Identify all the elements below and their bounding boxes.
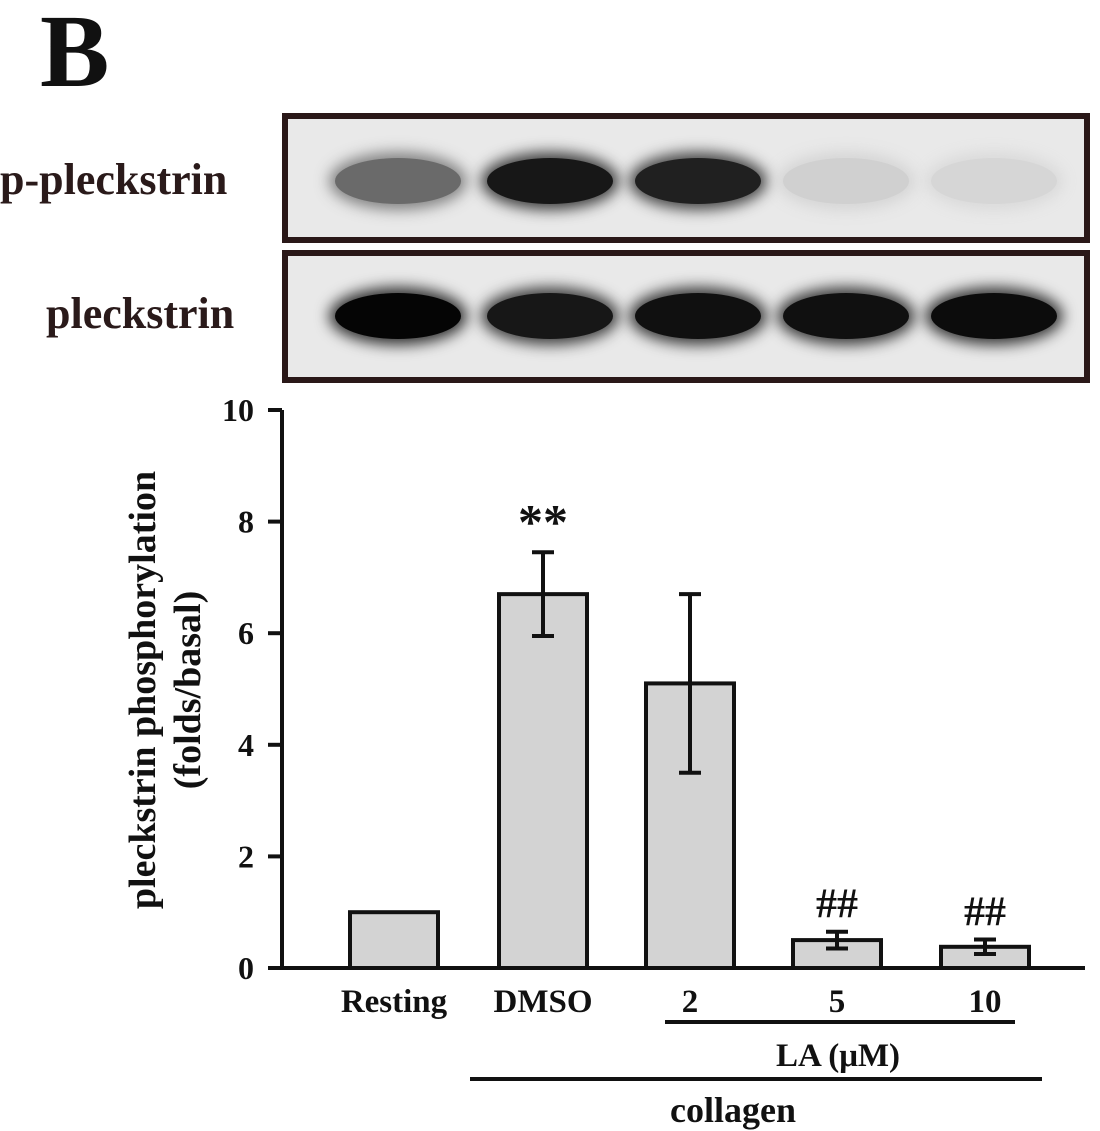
y-tick-label: 4 — [238, 727, 254, 763]
blot-band — [487, 158, 613, 204]
panel-letter: B — [40, 0, 110, 109]
x-tick-label: DMSO — [494, 984, 593, 1020]
blot-label-pleckstrin: pleckstrin — [46, 289, 235, 338]
la-group-label: LA (μM) — [776, 1038, 900, 1074]
blot-band — [335, 293, 461, 339]
x-tick-label: 2 — [682, 984, 699, 1020]
blot-label-p-pleckstrin: p-pleckstrin — [0, 155, 228, 204]
blot-p-pleckstrin — [282, 113, 1090, 243]
y-axis-label-line2: (folds/basal) — [167, 591, 209, 789]
x-tick-label: 10 — [969, 984, 1002, 1020]
y-axis-label-line1: pleckstrin phosphorylation — [122, 471, 164, 909]
blot-band — [335, 158, 461, 204]
blot-band — [487, 293, 613, 339]
group-labels: LA (μM) collagen — [470, 1020, 1042, 1130]
x-tick-labels: Resting DMSO 2 5 10 — [341, 984, 1002, 1020]
bar — [348, 910, 440, 971]
significance-label: ## — [964, 890, 1006, 936]
bar — [497, 592, 589, 970]
y-tick-label: 6 — [238, 615, 254, 651]
blot-band — [635, 158, 761, 204]
significance-label: ** — [518, 493, 568, 549]
blot-band — [635, 293, 761, 339]
y-axis-label: pleckstrin phosphorylation (folds/basal) — [122, 471, 209, 909]
x-tick-label: Resting — [341, 984, 448, 1020]
blot-band — [931, 158, 1057, 204]
bars: ** ## ## — [348, 493, 1031, 971]
x-tick-label: 5 — [829, 984, 846, 1020]
y-tick-label: 8 — [238, 504, 254, 540]
significance-label: ## — [816, 882, 858, 928]
y-tick-label: 10 — [222, 392, 254, 428]
blot-band — [931, 293, 1057, 339]
blot-band — [783, 158, 909, 204]
blot-pleckstrin — [282, 250, 1090, 383]
y-tick-label: 0 — [238, 950, 254, 986]
blot-band — [783, 293, 909, 339]
collagen-group-label: collagen — [670, 1090, 796, 1130]
y-tick-label: 2 — [238, 838, 254, 874]
